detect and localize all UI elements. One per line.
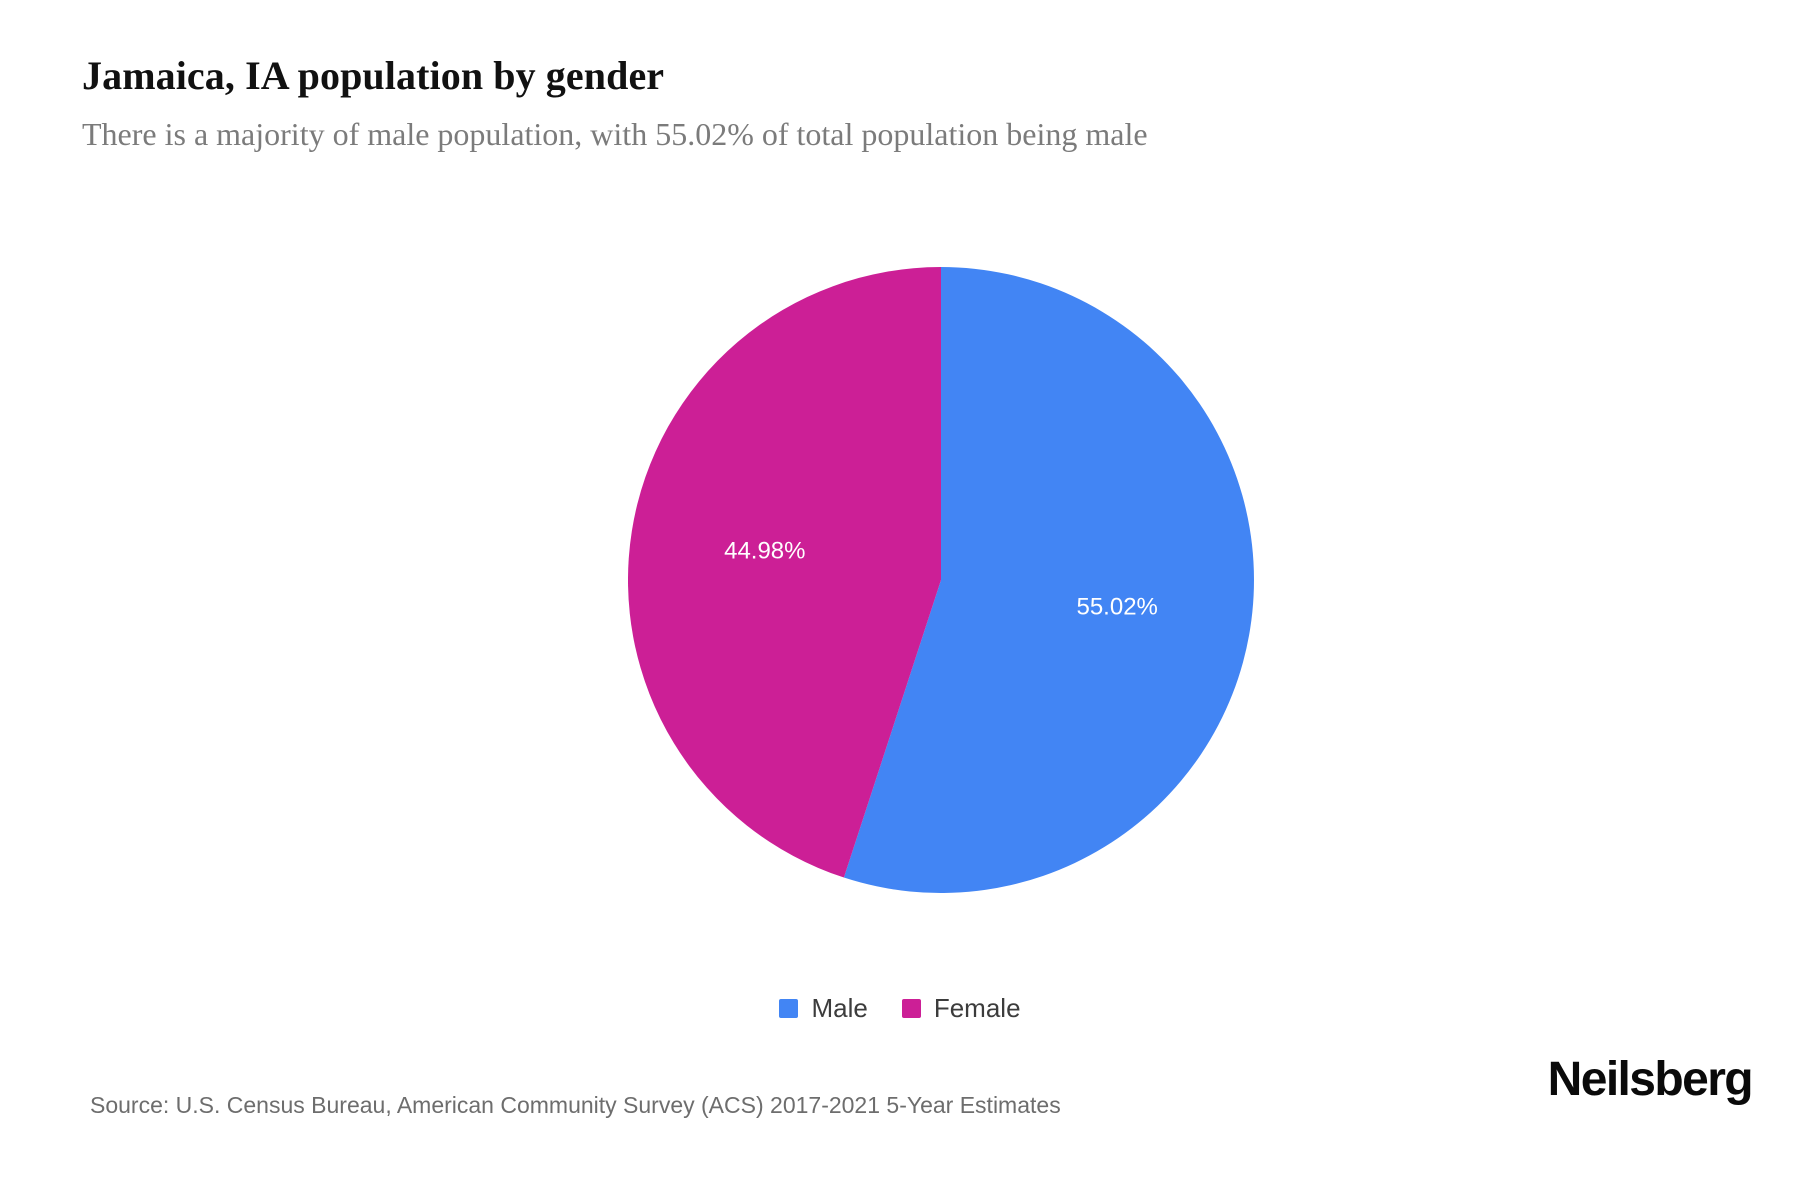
chart-subtitle: There is a majority of male population, … [82, 116, 1148, 152]
legend-swatch-female-icon [901, 998, 921, 1018]
page-title: Jamaica, IA population by gender [82, 53, 665, 98]
pie-slice-label-female: 44.98% [724, 537, 805, 564]
pie-slice-labels: 55.02% 44.98% [724, 537, 1158, 620]
source-attribution: Source: U.S. Census Bureau, American Com… [90, 1092, 1061, 1118]
pie-slice-female[interactable] [628, 267, 941, 878]
pie-slice-male[interactable] [843, 267, 1254, 893]
neilsberg-logo: Neilsberg [1547, 1053, 1754, 1106]
pie-slice-label-male: 55.02% [1076, 593, 1157, 620]
plot-area: 55.02% 44.98% [0, 200, 1800, 920]
chart-legend: Male Female [0, 995, 1800, 1021]
pie-chart: 55.02% 44.98% [628, 267, 1254, 893]
legend-label-female: Female [933, 993, 1021, 1023]
legend-swatch-male-icon [779, 998, 799, 1018]
chart-header: Jamaica, IA population by gender There i… [82, 50, 1722, 156]
legend-item-female[interactable]: Female [901, 993, 1021, 1023]
legend-label-male: Male [811, 993, 868, 1023]
pie-slices [628, 267, 1254, 893]
legend-item-male[interactable]: Male [779, 993, 868, 1023]
